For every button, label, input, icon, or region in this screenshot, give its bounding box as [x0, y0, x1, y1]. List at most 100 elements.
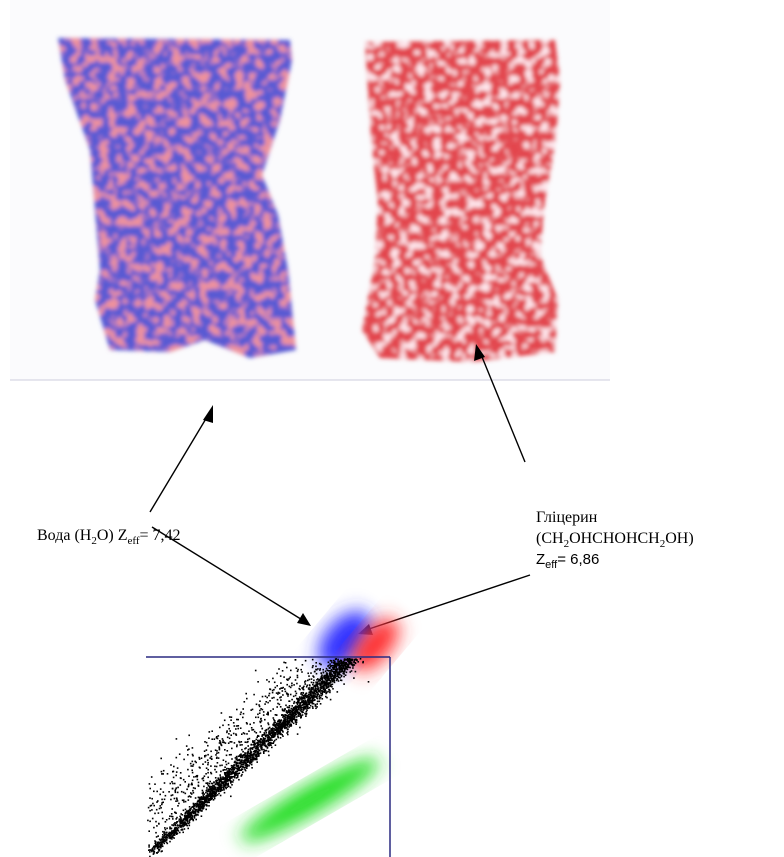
- scatter-dot: [296, 683, 298, 685]
- scatter-dot: [309, 696, 311, 698]
- scatter-dot: [338, 664, 340, 666]
- scatter-dot: [230, 773, 232, 775]
- scatter-dot: [263, 737, 265, 739]
- scatter-dot: [216, 750, 218, 752]
- scatter-dot: [331, 678, 333, 680]
- scatter-dot: [330, 699, 332, 701]
- scatter-dot: [194, 808, 196, 810]
- scatter-dot: [276, 714, 278, 716]
- scatter-dot: [297, 671, 299, 673]
- glycerin-z: Zeff= 6,86: [536, 551, 599, 571]
- scatter-dot: [171, 833, 173, 835]
- scatter-dot: [296, 716, 298, 718]
- scatter-dot: [250, 756, 252, 758]
- scatter-dot: [230, 781, 232, 783]
- scatter-dot: [306, 710, 308, 712]
- scatter-dot: [176, 821, 178, 823]
- scatter-dot: [305, 700, 307, 702]
- scatter-dot: [222, 740, 224, 742]
- scatter-dot: [177, 767, 179, 769]
- scatter-dot: [290, 670, 292, 672]
- scatter-dot: [165, 795, 167, 797]
- scatter-dot: [273, 719, 275, 721]
- scatter-dot: [259, 710, 261, 712]
- scatter-dot: [201, 796, 203, 798]
- scatter-dot: [268, 751, 270, 753]
- scatter-dot: [220, 790, 222, 792]
- scatter-dot: [323, 672, 325, 674]
- scatter-dot: [243, 764, 245, 766]
- scatter-dot: [256, 732, 258, 734]
- scatter-dot: [309, 707, 311, 709]
- scatter-dot: [225, 761, 227, 763]
- scatter-dot: [151, 798, 153, 800]
- scatter-dot: [308, 675, 310, 677]
- figure: Вода (H2O) Zeff= 7,42 Гліцерин (CH2OHCHO…: [0, 0, 784, 857]
- scatter-dot: [261, 720, 263, 722]
- scatter-dot: [204, 755, 206, 757]
- scatter-dot: [271, 732, 273, 734]
- scatter-dot: [331, 684, 333, 686]
- scatter-dot: [184, 828, 186, 830]
- scatter-dot: [160, 788, 162, 790]
- scatter-dot: [326, 697, 328, 699]
- scatter-dot: [180, 817, 182, 819]
- scatter-dot: [211, 798, 213, 800]
- scatter-dot: [216, 791, 218, 793]
- scatter-dot: [197, 811, 199, 813]
- scatter-dot: [268, 731, 270, 733]
- scatter-dot: [282, 670, 284, 672]
- scatter-dot: [234, 762, 236, 764]
- scatter-dot: [327, 676, 329, 678]
- scatter-dot: [334, 682, 336, 684]
- scatter-dot: [312, 697, 314, 699]
- scatter-dot: [320, 678, 322, 680]
- scatter-dot: [187, 818, 189, 820]
- scatter-dot: [332, 667, 334, 669]
- scatter-dot: [249, 756, 251, 758]
- scatter-dot: [180, 826, 182, 828]
- scatter-dot: [216, 757, 218, 759]
- scatter-dot: [314, 688, 316, 690]
- scatter-dot: [214, 790, 216, 792]
- scatter-dot: [211, 773, 213, 775]
- scatter-dot: [206, 789, 208, 791]
- scatter-dot: [315, 683, 317, 685]
- scatter-dot: [235, 728, 237, 730]
- scatter-dot: [200, 805, 202, 807]
- scatter-dot: [239, 759, 241, 761]
- scatter-dot: [247, 765, 249, 767]
- scatter-dot: [191, 783, 193, 785]
- scatter-dot: [300, 699, 302, 701]
- scatter-dot: [290, 694, 292, 696]
- scatter-dot: [325, 693, 327, 695]
- scatter-dot: [294, 717, 296, 719]
- scatter-dot: [265, 745, 267, 747]
- scatter-dot: [333, 680, 335, 682]
- scatter-dot: [247, 757, 249, 759]
- scatter-dot: [339, 661, 341, 663]
- scatter-dot: [227, 784, 229, 786]
- scatter-dot: [153, 827, 155, 829]
- scatter-dot: [173, 766, 175, 768]
- scatter-dot: [278, 692, 280, 694]
- scatter-dot: [249, 738, 251, 740]
- scatter-dot: [192, 790, 194, 792]
- scatter-dot: [167, 773, 169, 775]
- scatter-dot: [303, 700, 305, 702]
- scatter-dot: [220, 788, 222, 790]
- scatter-dot: [197, 800, 199, 802]
- scatter-dot: [333, 662, 335, 664]
- scatter-dot: [267, 702, 269, 704]
- scatter-dot: [246, 760, 248, 762]
- scatter-dot: [258, 704, 260, 706]
- scatter-dot: [272, 736, 274, 738]
- scatter-dot: [306, 685, 308, 687]
- scatter-dot: [181, 791, 183, 793]
- scatter-dot: [241, 744, 243, 746]
- scatter-dot: [204, 750, 206, 752]
- scatter-dot: [235, 772, 237, 774]
- scatter-dot: [201, 815, 203, 817]
- scatter-dot: [192, 755, 194, 757]
- scatter-dot: [206, 742, 208, 744]
